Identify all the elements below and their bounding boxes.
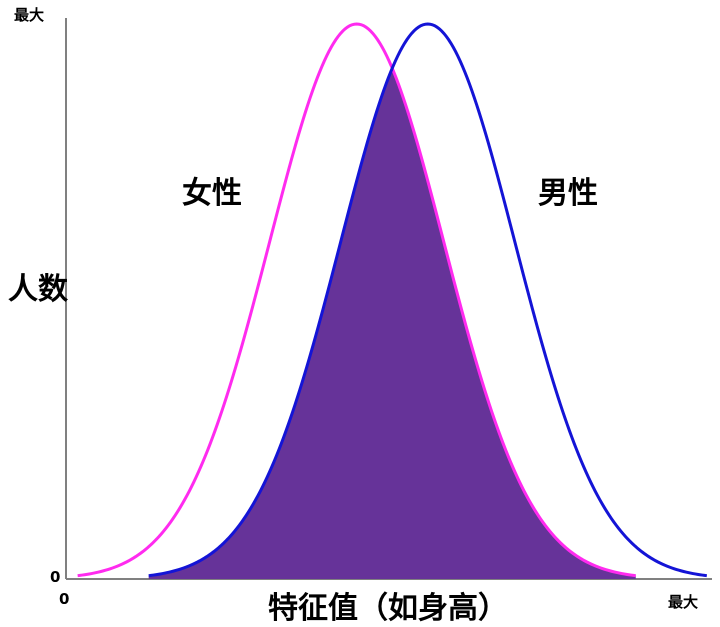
series-label-male: 男性 (538, 176, 598, 211)
y-tick-max: 最大 (14, 6, 45, 24)
x-tick-max: 最大 (668, 593, 699, 611)
series-line-male (148, 22, 708, 578)
x-tick-zero: 0 (59, 590, 70, 608)
series-line-female (77, 22, 636, 578)
overlap-area (148, 68, 636, 579)
y-axis-label: 人数 (8, 272, 68, 307)
y-tick-zero: 0 (50, 568, 61, 586)
series-label-female: 女性 (182, 176, 242, 211)
x-axis-label: 特征值（如身高） (268, 591, 508, 626)
